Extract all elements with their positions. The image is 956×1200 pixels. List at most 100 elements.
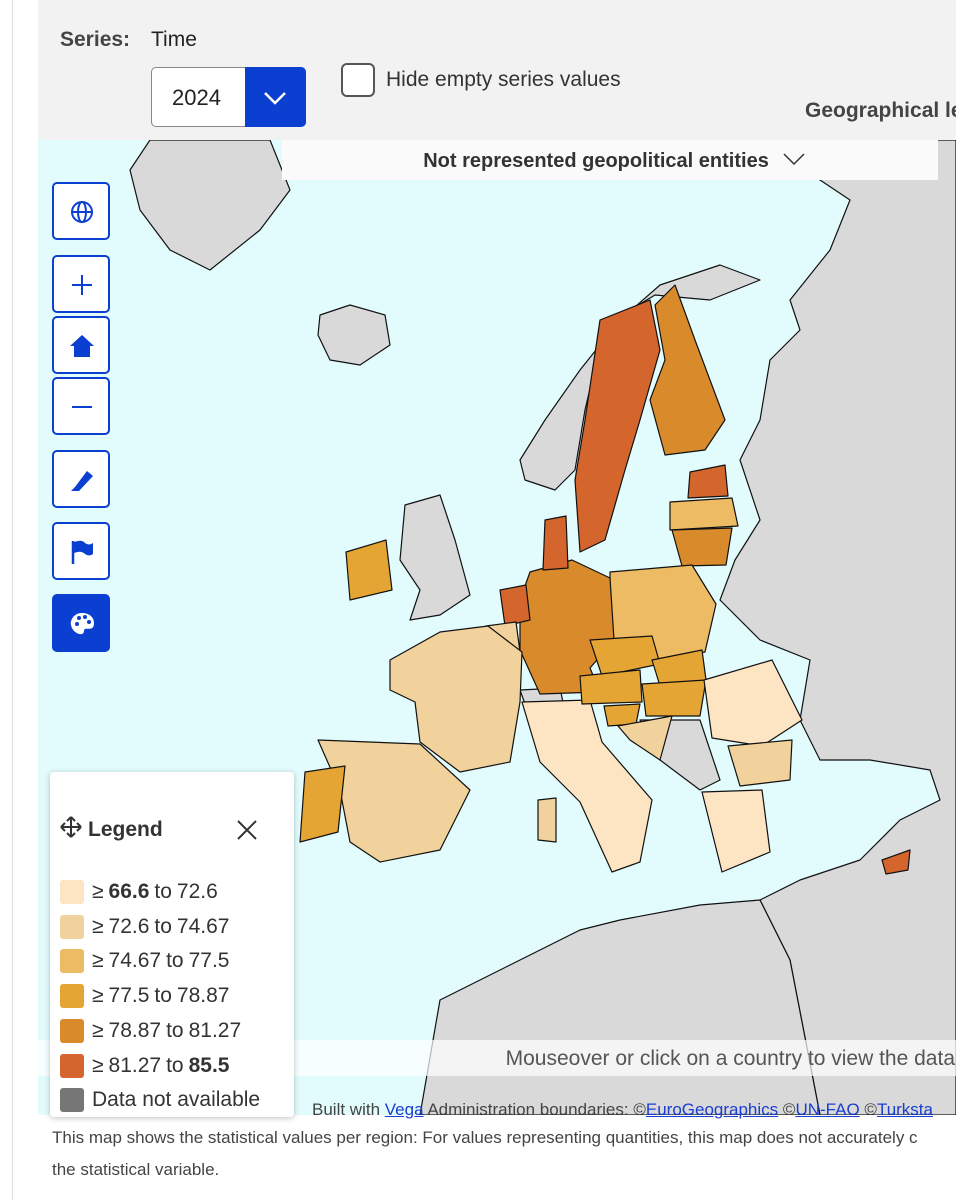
finland[interactable] xyxy=(649,284,726,456)
latvia[interactable] xyxy=(669,497,739,531)
description-line: This map shows the statistical values pe… xyxy=(52,1128,918,1147)
geo-level-label: Geographical le xyxy=(805,99,956,122)
map[interactable]: Not represented geopolitical entities Mo… xyxy=(38,140,956,1115)
unfao-link[interactable]: UN-FAO xyxy=(795,1100,860,1119)
legend-from: 77.5 xyxy=(108,984,150,1008)
norway xyxy=(519,264,761,491)
legend-item[interactable]: ≥72.6 to 74.67 xyxy=(60,914,230,939)
croatia[interactable] xyxy=(617,715,673,761)
year-value: 2024 xyxy=(172,85,221,110)
legend-to: 77.5 xyxy=(188,949,230,973)
legend-to: 74.67 xyxy=(176,914,230,938)
vega-link[interactable]: Vega xyxy=(384,1100,424,1119)
legend-symbol: ≥ xyxy=(92,1053,104,1077)
legend-swatch xyxy=(60,984,84,1009)
home-icon xyxy=(70,335,94,357)
attr-text: Built with xyxy=(312,1100,381,1119)
legend-from: 81.27 xyxy=(108,1053,162,1077)
hide-empty-checkbox[interactable] xyxy=(341,63,375,97)
legend-swatch xyxy=(60,1053,84,1078)
description-line: the statistical variable. xyxy=(52,1160,220,1179)
legend-symbol: ≥ xyxy=(92,914,104,938)
attr-text: © xyxy=(782,1100,796,1119)
flag-icon xyxy=(71,540,93,564)
legend-swatch xyxy=(60,1018,84,1043)
legend-swatch xyxy=(60,880,84,904)
ireland[interactable] xyxy=(345,539,393,601)
sweden[interactable] xyxy=(574,299,661,553)
select-arrow[interactable] xyxy=(245,67,306,127)
not-represented-bar[interactable] xyxy=(282,140,938,180)
legend-from: 66.6 xyxy=(108,880,150,903)
legend-item[interactable]: ≥66.6 to 72.6 xyxy=(60,880,218,904)
bulgaria[interactable] xyxy=(727,739,793,787)
legend-symbol: ≥ xyxy=(92,949,104,973)
legend-symbol: ≥ xyxy=(92,984,104,1008)
legend-item[interactable]: ≥77.5 to 78.87 xyxy=(60,984,230,1009)
legend-symbol: ≥ xyxy=(92,880,104,903)
move-icon[interactable] xyxy=(60,816,82,838)
hint-text: Mouseover or click on a country to view … xyxy=(506,1047,956,1070)
legend-connector: to xyxy=(154,914,172,938)
cyprus[interactable] xyxy=(881,849,911,875)
legend-swatch xyxy=(60,1088,84,1113)
flag-button[interactable] xyxy=(52,522,110,580)
marker-icon xyxy=(71,471,93,491)
legend-from: 78.87 xyxy=(108,1018,162,1042)
legend-symbol: ≥ xyxy=(92,1018,104,1042)
italy[interactable] xyxy=(521,699,653,873)
romania[interactable] xyxy=(703,659,803,747)
hungary[interactable] xyxy=(641,679,707,717)
greece[interactable] xyxy=(701,789,771,873)
legend-swatch xyxy=(60,949,84,974)
legend-connector: to xyxy=(166,949,184,973)
chevron xyxy=(264,92,286,105)
close-icon[interactable] xyxy=(236,819,258,841)
legend-to: 85.5 xyxy=(188,1053,230,1077)
legend-to: 78.87 xyxy=(176,984,230,1008)
eurogeographics-link[interactable]: EuroGeographics xyxy=(645,1100,779,1119)
legend-item[interactable]: ≥78.87 to 81.27 xyxy=(60,1018,241,1043)
home-button[interactable] xyxy=(52,316,110,374)
france[interactable] xyxy=(389,625,523,773)
page-edge xyxy=(12,0,13,1200)
zoom-in-button[interactable] xyxy=(52,255,110,313)
attr-text: Administration boundaries: © xyxy=(427,1100,646,1119)
austria[interactable] xyxy=(579,669,643,705)
attr-text: © xyxy=(864,1100,877,1119)
year-select[interactable]: 2024 xyxy=(151,67,306,127)
world-button[interactable] xyxy=(52,182,110,240)
sardinia[interactable] xyxy=(537,797,557,843)
lithuania[interactable] xyxy=(671,527,733,567)
iceland xyxy=(317,304,391,366)
minus-icon xyxy=(72,406,92,408)
legend-from: 72.6 xyxy=(108,914,150,938)
legend-connector: to xyxy=(154,880,172,903)
legend-item[interactable]: Data not available xyxy=(60,1088,260,1113)
attribution: Built with Vega Administration boundarie… xyxy=(312,1100,933,1120)
legend-item[interactable]: ≥74.67 to 77.5 xyxy=(60,949,230,974)
series-label: Series: xyxy=(60,28,131,51)
legend-item[interactable]: ≥81.27 to 85.5 xyxy=(60,1053,230,1078)
greenland xyxy=(129,140,291,271)
netherlands[interactable] xyxy=(499,584,531,627)
denmark[interactable] xyxy=(542,515,569,571)
portugal[interactable] xyxy=(299,765,346,843)
highlight-button[interactable] xyxy=(52,450,110,508)
legend-connector: to xyxy=(166,1018,184,1042)
turkstat-link[interactable]: Turksta xyxy=(876,1100,933,1119)
legend: Legend ≥66.6 to 72.6 ≥72.6 to 74.67 ≥74.67 to 77… xyxy=(50,772,294,1117)
estonia[interactable] xyxy=(687,464,729,499)
legend-swatch xyxy=(60,914,84,939)
hide-empty-label[interactable]: Hide empty series values xyxy=(386,68,621,91)
palette-icon xyxy=(70,613,94,635)
legend-title: Legend xyxy=(88,818,163,841)
legend-from: 74.67 xyxy=(108,949,162,973)
legend-connector: to xyxy=(154,984,172,1008)
series-value: Time xyxy=(151,28,197,51)
plus-icon xyxy=(72,275,92,295)
palette-button[interactable] xyxy=(52,594,110,652)
united-kingdom xyxy=(399,494,471,621)
not-represented-label[interactable]: Not represented geopolitical entities xyxy=(423,150,769,172)
zoom-out-button[interactable] xyxy=(52,377,110,435)
